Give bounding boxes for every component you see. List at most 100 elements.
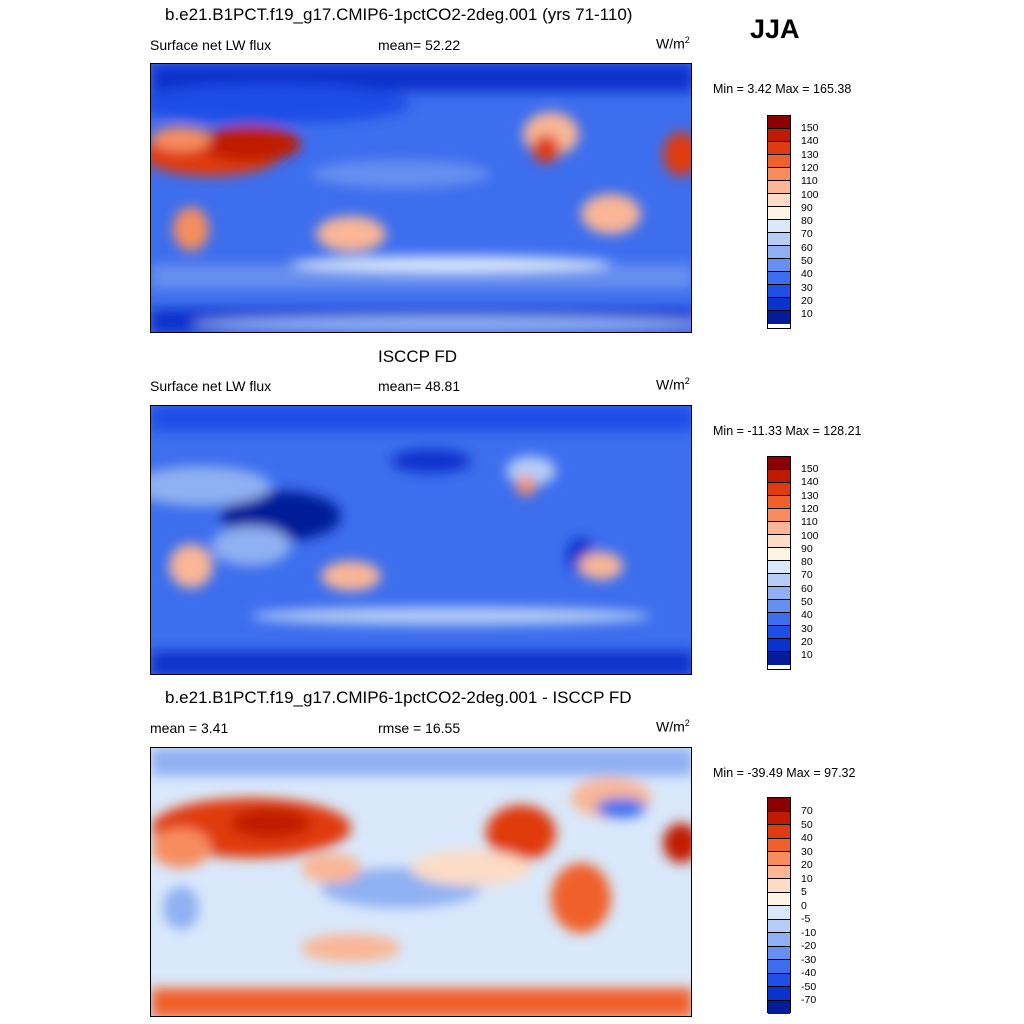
panel2-minmax: Min = -11.33 Max = 128.21: [713, 424, 862, 438]
colorbar-swatch: [768, 457, 790, 470]
colorbar-swatch: [768, 272, 790, 285]
colorbar-swatch: [768, 613, 790, 626]
colorbar-swatch: [768, 639, 790, 652]
colorbar-label: -50: [801, 980, 817, 993]
colorbar-swatch: [768, 535, 790, 548]
colorbar-swatch: [768, 311, 790, 324]
colorbar-label: 60: [801, 582, 813, 595]
colorbar-swatch: [768, 973, 790, 987]
colorbar-swatch: [768, 259, 790, 272]
panel2-title: ISCCP FD: [378, 347, 458, 366]
panel3-colorbar: [767, 797, 791, 1014]
colorbar-swatch: [768, 987, 790, 1001]
colorbar-label: 80: [801, 556, 813, 569]
colorbar-label: 30: [801, 281, 813, 294]
colorbar-swatch: [768, 298, 790, 311]
panel3-units: W/m2: [656, 718, 690, 735]
colorbar-label: 70: [801, 569, 813, 582]
panel2-map: [150, 405, 692, 675]
colorbar-label: 90: [801, 201, 813, 214]
colorbar-label: -70: [801, 994, 817, 1006]
colorbar-label: 20: [801, 859, 813, 871]
colorbar-label: 50: [801, 818, 813, 831]
season-label: JJA: [750, 14, 800, 44]
colorbar-swatch: [768, 483, 790, 496]
panel2-map-field: [151, 406, 691, 674]
colorbar-swatch: [768, 155, 790, 168]
colorbar-swatch: [768, 852, 790, 866]
panel3-mean-label: mean = 3.41: [150, 720, 229, 736]
colorbar-label: 40: [801, 832, 813, 844]
colorbar-label: 130: [801, 148, 819, 161]
colorbar-label: -20: [801, 940, 817, 952]
colorbar-swatch: [768, 561, 790, 574]
panel2-units: W/m2: [656, 376, 690, 393]
colorbar-label: 100: [801, 188, 819, 201]
panel1-title: b.e21.B1PCT.f19_g17.CMIP6-1pctCO2-2deg.0…: [165, 5, 633, 24]
colorbar-swatch: [768, 246, 790, 259]
panel2-mean-label: mean= 48.81: [378, 378, 461, 394]
colorbar-label: 140: [801, 135, 819, 148]
colorbar-label: 130: [801, 489, 819, 502]
panel1-minmax: Min = 3.42 Max = 165.38: [713, 82, 852, 96]
colorbar-label: 150: [801, 122, 819, 134]
colorbar-swatch: [768, 600, 790, 613]
colorbar-label: 10: [801, 872, 813, 885]
colorbar-swatch: [768, 522, 790, 535]
colorbar-swatch: [768, 548, 790, 561]
panel1-units: W/m2: [656, 35, 690, 52]
colorbar-label: 150: [801, 463, 819, 475]
panel1-map-field: [151, 64, 691, 332]
colorbar-swatch: [768, 496, 790, 509]
colorbar-swatch: [768, 652, 790, 665]
panel3-map-field: [151, 748, 691, 1016]
colorbar-swatch: [768, 168, 790, 181]
colorbar-label: 110: [801, 516, 818, 529]
colorbar-swatch: [768, 587, 790, 600]
colorbar-label: 120: [801, 502, 819, 515]
colorbar-swatch: [768, 116, 790, 129]
colorbar-label: 40: [801, 268, 813, 281]
colorbar-label: 10: [801, 649, 813, 662]
colorbar-label: -40: [801, 967, 817, 979]
colorbar-label: 40: [801, 609, 813, 622]
colorbar-label: 120: [801, 161, 819, 174]
colorbar-label: -30: [801, 953, 817, 966]
colorbar-swatch: [768, 470, 790, 483]
panel3-title: b.e21.B1PCT.f19_g17.CMIP6-1pctCO2-2deg.0…: [165, 688, 632, 707]
colorbar-label: 20: [801, 294, 813, 307]
colorbar-swatch: [768, 207, 790, 220]
colorbar-swatch: [768, 220, 790, 233]
colorbar-swatch: [768, 879, 790, 893]
colorbar-swatch: [768, 865, 790, 879]
panel1-left-label: Surface net LW flux: [150, 37, 272, 53]
colorbar-label: 90: [801, 542, 813, 555]
panel3-map: [150, 747, 692, 1017]
colorbar-label: 30: [801, 845, 813, 858]
colorbar-label: 80: [801, 215, 813, 228]
colorbar-swatch: [768, 181, 790, 194]
colorbar-swatch: [768, 838, 790, 852]
colorbar-swatch: [768, 946, 790, 960]
colorbar-swatch: [768, 574, 790, 587]
colorbar-label: 0: [801, 899, 807, 912]
colorbar-label: -5: [801, 913, 811, 925]
colorbar-swatch: [768, 798, 790, 812]
colorbar-swatch: [768, 892, 790, 906]
colorbar-label: 50: [801, 255, 813, 267]
panel3-rmse-label: rmse = 16.55: [378, 720, 461, 736]
colorbar-swatch: [768, 933, 790, 947]
colorbar-label: -10: [801, 926, 817, 939]
colorbar-label: 100: [801, 529, 819, 542]
colorbar-label: 30: [801, 622, 813, 635]
panel1-map: [150, 63, 692, 333]
colorbar-swatch: [768, 129, 790, 142]
colorbar-swatch: [768, 1000, 790, 1014]
colorbar-swatch: [768, 142, 790, 155]
colorbar-label: 140: [801, 476, 819, 489]
colorbar-label: 70: [801, 228, 813, 241]
colorbar-label: 5: [801, 886, 807, 898]
colorbar-swatch: [768, 811, 790, 825]
colorbar-label: 20: [801, 635, 813, 648]
colorbar-swatch: [768, 960, 790, 974]
